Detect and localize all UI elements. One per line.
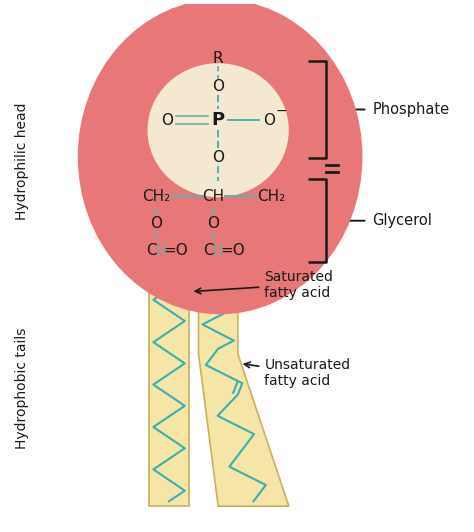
Text: Hydrophilic head: Hydrophilic head bbox=[15, 103, 29, 220]
Text: =O: =O bbox=[164, 243, 188, 257]
Text: −: − bbox=[275, 104, 287, 118]
Text: O: O bbox=[207, 216, 219, 231]
Text: Hydrophobic tails: Hydrophobic tails bbox=[15, 327, 29, 449]
Text: O: O bbox=[263, 113, 275, 128]
Text: Saturated
fatty acid: Saturated fatty acid bbox=[195, 270, 333, 300]
Text: O: O bbox=[212, 150, 224, 165]
Text: O: O bbox=[150, 216, 162, 231]
Text: Glycerol: Glycerol bbox=[372, 213, 432, 228]
Text: C: C bbox=[146, 243, 157, 257]
Text: Phosphate: Phosphate bbox=[372, 102, 449, 117]
Text: CH₂: CH₂ bbox=[142, 189, 171, 204]
Polygon shape bbox=[199, 262, 289, 506]
Text: O: O bbox=[212, 79, 224, 94]
Polygon shape bbox=[149, 262, 189, 506]
Text: =O: =O bbox=[220, 243, 245, 257]
Ellipse shape bbox=[147, 63, 289, 197]
Text: CH: CH bbox=[202, 189, 224, 204]
Ellipse shape bbox=[78, 0, 363, 314]
Text: C: C bbox=[203, 243, 214, 257]
Text: Unsaturated
fatty acid: Unsaturated fatty acid bbox=[244, 358, 350, 388]
Text: O: O bbox=[161, 113, 173, 128]
Text: P: P bbox=[211, 111, 225, 129]
Text: R: R bbox=[213, 51, 223, 66]
Text: CH₂: CH₂ bbox=[257, 189, 285, 204]
